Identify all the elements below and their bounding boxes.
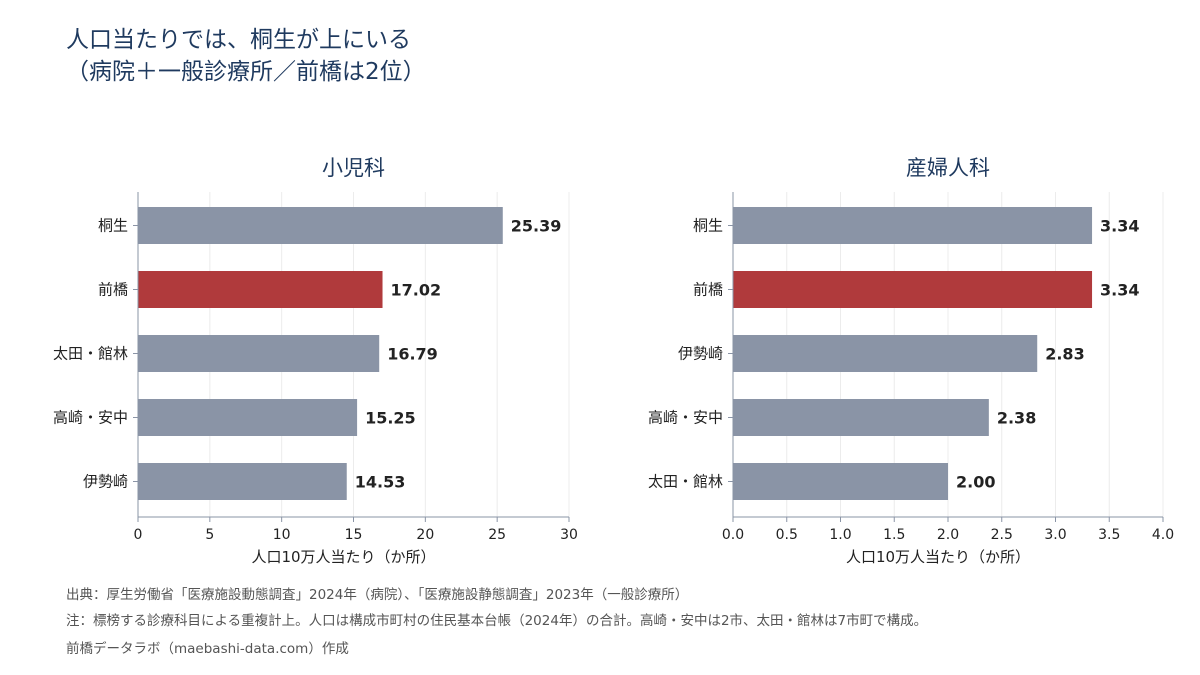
bar-3 bbox=[138, 335, 380, 372]
chart-title: 人口当たりでは、桐生が上にいる （病院＋一般診療所／前橋は2位） bbox=[66, 24, 866, 88]
x-tick-label: 20 bbox=[416, 527, 434, 543]
x-tick-label: 3.5 bbox=[1098, 527, 1120, 543]
category-label: 伊勢崎 bbox=[678, 345, 723, 363]
footer-source: 出典：厚生労働省「医療施設動態調査」2024年（病院）、「医療施設静態調査」20… bbox=[66, 587, 689, 603]
bar-5 bbox=[138, 463, 347, 500]
value-label: 2.38 bbox=[997, 409, 1036, 428]
x-tick-label: 0 bbox=[134, 527, 143, 543]
category-label: 高崎・安中 bbox=[648, 409, 723, 427]
value-label: 3.34 bbox=[1100, 217, 1139, 236]
category-label: 桐生 bbox=[693, 217, 723, 235]
category-label: 太田・館林 bbox=[648, 473, 723, 491]
value-label: 2.00 bbox=[956, 473, 995, 492]
panel-title: 産婦人科 bbox=[906, 156, 990, 180]
x-tick-label: 2.0 bbox=[937, 527, 959, 543]
x-tick-label: 1.0 bbox=[829, 527, 851, 543]
footer-credit: 前橋データラボ（maebashi-data.com）作成 bbox=[66, 641, 349, 657]
bar-4 bbox=[733, 399, 989, 436]
x-tick-label: 4.0 bbox=[1152, 527, 1174, 543]
category-label: 桐生 bbox=[98, 217, 128, 235]
title-line-2: （病院＋一般診療所／前橋は2位） bbox=[66, 59, 426, 85]
bar-4 bbox=[138, 399, 358, 436]
x-axis-label: 人口10万人当たり（か所） bbox=[251, 548, 435, 566]
bar-3 bbox=[733, 335, 1038, 372]
category-label: 太田・館林 bbox=[53, 345, 128, 363]
value-label: 15.25 bbox=[365, 409, 416, 428]
x-tick-label: 15 bbox=[345, 527, 363, 543]
bar-1 bbox=[138, 207, 503, 244]
category-label: 前橋 bbox=[98, 281, 128, 299]
x-tick-label: 3.0 bbox=[1044, 527, 1066, 543]
category-label: 高崎・安中 bbox=[53, 409, 128, 427]
x-tick-label: 25 bbox=[488, 527, 506, 543]
x-axis-label: 人口10万人当たり（か所） bbox=[846, 548, 1030, 566]
x-tick-label: 2.5 bbox=[991, 527, 1013, 543]
category-label: 前橋 bbox=[693, 281, 723, 299]
bar-2 bbox=[138, 271, 383, 308]
x-tick-label: 5 bbox=[205, 527, 214, 543]
value-label: 25.39 bbox=[511, 217, 562, 236]
x-tick-label: 1.5 bbox=[883, 527, 905, 543]
panel-title: 小児科 bbox=[322, 156, 385, 180]
value-label: 16.79 bbox=[387, 345, 438, 364]
x-tick-label: 10 bbox=[273, 527, 291, 543]
footer-note: 注：標榜する診療科目による重複計上。人口は構成市町村の住民基本台帳（2024年）… bbox=[66, 613, 928, 629]
x-tick-label: 30 bbox=[560, 527, 578, 543]
x-tick-label: 0.5 bbox=[776, 527, 798, 543]
bar-1 bbox=[733, 207, 1093, 244]
bar-5 bbox=[733, 463, 948, 500]
value-label: 3.34 bbox=[1100, 281, 1139, 300]
value-label: 2.83 bbox=[1045, 345, 1084, 364]
title-line-1: 人口当たりでは、桐生が上にいる bbox=[66, 27, 411, 53]
value-label: 14.53 bbox=[355, 473, 406, 492]
category-label: 伊勢崎 bbox=[83, 473, 128, 491]
x-tick-label: 0.0 bbox=[722, 527, 744, 543]
value-label: 17.02 bbox=[391, 281, 442, 300]
bar-2 bbox=[733, 271, 1093, 308]
